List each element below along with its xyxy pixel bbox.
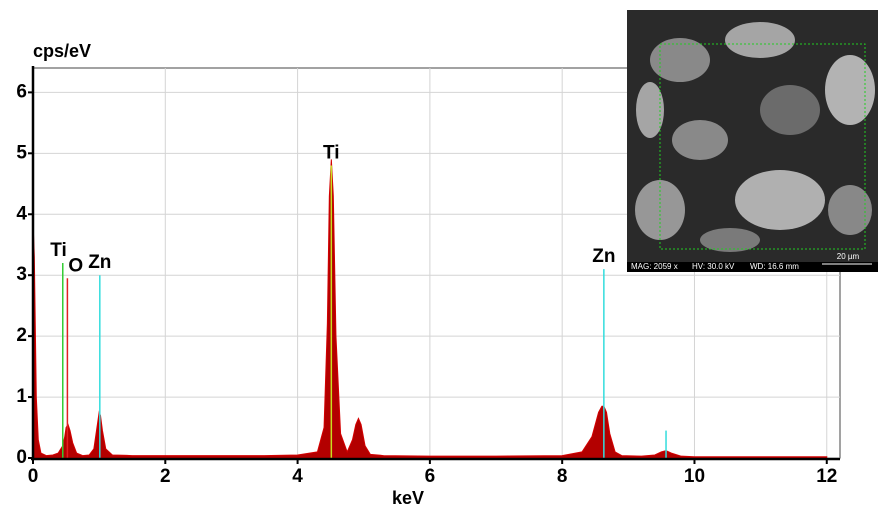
element-label: Ti (50, 240, 67, 261)
inset-label: MAG: 2059 x (631, 262, 678, 271)
x-axis-label: keV (392, 488, 424, 508)
info-bar (627, 262, 878, 272)
x-tick-label: 4 (292, 466, 303, 487)
inset-label: 20 µm (837, 252, 860, 261)
y-tick-label: 1 (16, 386, 27, 407)
x-tick-label: 12 (816, 466, 837, 487)
x-tick-label: 6 (425, 466, 436, 487)
spectrum (32, 159, 828, 459)
y-tick-label: 2 (16, 325, 27, 346)
x-tick-label: 2 (160, 466, 171, 487)
inset-label: HV: 30.0 kV (692, 262, 735, 271)
y-tick-label: 4 (16, 203, 27, 224)
y-tick-label: 6 (16, 81, 27, 102)
x-tick-label: 0 (28, 466, 39, 487)
sem-inset: MAG: 2059 x HV: 30.0 kV WD: 16.6 mm 20 µ… (627, 10, 878, 272)
x-tick-label: 8 (557, 466, 568, 487)
element-label: Zn (592, 246, 615, 267)
element-label: O (68, 255, 83, 276)
inset-label: WD: 16.6 mm (750, 262, 799, 271)
element-label: Ti (323, 143, 340, 164)
x-tick-label: 10 (684, 466, 705, 487)
y-axis-label: cps/eV (33, 41, 91, 61)
y-tick-label: 0 (16, 447, 27, 468)
scan-area (659, 43, 866, 250)
element-label: Zn (88, 252, 111, 273)
sem-texture (635, 22, 875, 252)
y-tick-label: 3 (16, 264, 27, 285)
y-tick-label: 5 (16, 142, 27, 163)
